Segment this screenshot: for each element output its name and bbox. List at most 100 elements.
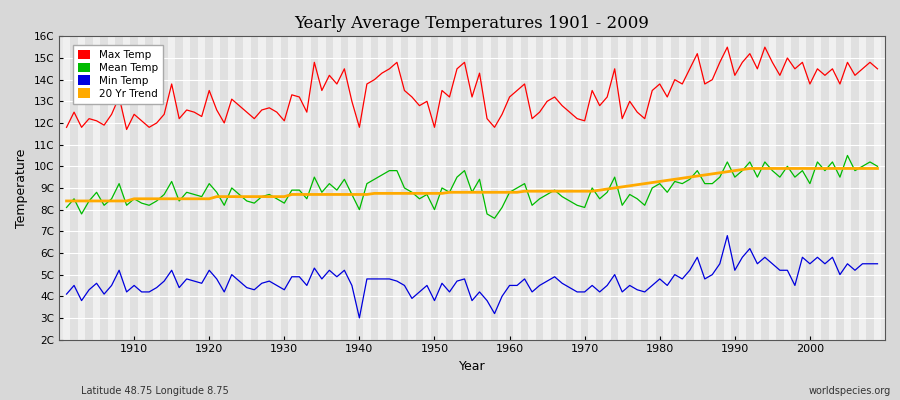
- Title: Yearly Average Temperatures 1901 - 2009: Yearly Average Temperatures 1901 - 2009: [294, 15, 650, 32]
- Bar: [724, 36, 731, 340]
- Bar: [281, 36, 288, 340]
- Bar: [250, 36, 258, 340]
- Bar: [814, 36, 821, 340]
- Bar: [160, 36, 168, 340]
- X-axis label: Year: Year: [459, 360, 485, 373]
- Bar: [400, 36, 409, 340]
- Bar: [798, 36, 806, 340]
- Bar: [93, 36, 100, 340]
- Bar: [686, 36, 694, 340]
- Bar: [731, 36, 739, 340]
- Bar: [596, 36, 603, 340]
- Bar: [558, 36, 566, 340]
- Bar: [326, 36, 333, 340]
- Bar: [123, 36, 130, 340]
- Bar: [191, 36, 198, 340]
- Bar: [580, 36, 589, 340]
- Bar: [859, 36, 866, 340]
- Bar: [423, 36, 431, 340]
- Text: worldspecies.org: worldspecies.org: [809, 386, 891, 396]
- Bar: [461, 36, 468, 340]
- Bar: [544, 36, 551, 340]
- Bar: [168, 36, 176, 340]
- Bar: [626, 36, 634, 340]
- Bar: [769, 36, 776, 340]
- Bar: [791, 36, 798, 340]
- Bar: [86, 36, 93, 340]
- Bar: [108, 36, 115, 340]
- Bar: [363, 36, 371, 340]
- Bar: [273, 36, 281, 340]
- Bar: [356, 36, 363, 340]
- Bar: [603, 36, 611, 340]
- Bar: [566, 36, 573, 340]
- Bar: [220, 36, 228, 340]
- Bar: [340, 36, 348, 340]
- Bar: [573, 36, 580, 340]
- Bar: [454, 36, 461, 340]
- Bar: [176, 36, 183, 340]
- Bar: [753, 36, 761, 340]
- Bar: [843, 36, 851, 340]
- Bar: [784, 36, 791, 340]
- Bar: [701, 36, 708, 340]
- Bar: [243, 36, 250, 340]
- Bar: [288, 36, 295, 340]
- Bar: [205, 36, 213, 340]
- Bar: [416, 36, 423, 340]
- Bar: [528, 36, 536, 340]
- Bar: [761, 36, 769, 340]
- Bar: [438, 36, 446, 340]
- Bar: [318, 36, 326, 340]
- Bar: [483, 36, 490, 340]
- Bar: [115, 36, 123, 340]
- Bar: [431, 36, 438, 340]
- Bar: [716, 36, 724, 340]
- Bar: [836, 36, 843, 340]
- Bar: [228, 36, 236, 340]
- Bar: [348, 36, 356, 340]
- Bar: [679, 36, 686, 340]
- Bar: [236, 36, 243, 340]
- Bar: [213, 36, 220, 340]
- Bar: [506, 36, 513, 340]
- Bar: [378, 36, 386, 340]
- Bar: [409, 36, 416, 340]
- Bar: [183, 36, 191, 340]
- Bar: [634, 36, 641, 340]
- Bar: [874, 36, 881, 340]
- Bar: [333, 36, 340, 340]
- Bar: [829, 36, 836, 340]
- Bar: [708, 36, 716, 340]
- Bar: [77, 36, 86, 340]
- Bar: [476, 36, 483, 340]
- Bar: [649, 36, 656, 340]
- Bar: [694, 36, 701, 340]
- Bar: [295, 36, 303, 340]
- Legend: Max Temp, Mean Temp, Min Temp, 20 Yr Trend: Max Temp, Mean Temp, Min Temp, 20 Yr Tre…: [73, 44, 163, 104]
- Bar: [866, 36, 874, 340]
- Bar: [130, 36, 138, 340]
- Bar: [491, 36, 499, 340]
- Bar: [551, 36, 558, 340]
- Bar: [386, 36, 393, 340]
- Bar: [656, 36, 663, 340]
- Bar: [138, 36, 146, 340]
- Bar: [499, 36, 506, 340]
- Bar: [821, 36, 829, 340]
- Bar: [446, 36, 454, 340]
- Y-axis label: Temperature: Temperature: [15, 148, 28, 228]
- Bar: [671, 36, 679, 340]
- Bar: [851, 36, 859, 340]
- Text: Latitude 48.75 Longitude 8.75: Latitude 48.75 Longitude 8.75: [81, 386, 229, 396]
- Bar: [776, 36, 784, 340]
- Bar: [468, 36, 476, 340]
- Bar: [806, 36, 814, 340]
- Bar: [641, 36, 649, 340]
- Bar: [146, 36, 153, 340]
- Bar: [100, 36, 108, 340]
- Bar: [198, 36, 205, 340]
- Bar: [513, 36, 521, 340]
- Bar: [589, 36, 596, 340]
- Bar: [153, 36, 160, 340]
